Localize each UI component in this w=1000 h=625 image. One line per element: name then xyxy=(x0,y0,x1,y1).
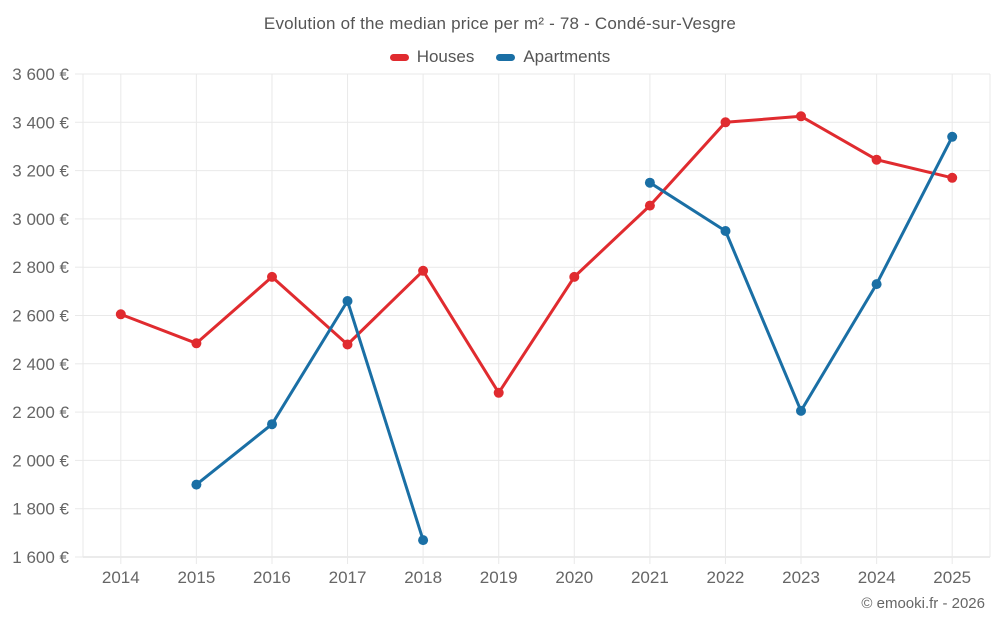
data-point-houses-2014[interactable] xyxy=(115,309,126,320)
x-axis-label: 2020 xyxy=(555,568,593,587)
y-axis-label: 2 800 € xyxy=(12,258,69,277)
data-point-apartments-2023[interactable] xyxy=(796,405,806,416)
y-axis-label: 3 400 € xyxy=(12,113,69,132)
y-axis-label: 2 200 € xyxy=(12,403,69,422)
data-point-apartments-2021[interactable] xyxy=(644,177,655,188)
legend-label: Apartments xyxy=(523,47,611,66)
credit-text: © emooki.fr - 2026 xyxy=(861,595,985,612)
x-axis-label: 2018 xyxy=(404,568,442,587)
legend-swatch-apartments xyxy=(496,53,516,61)
x-axis-label: 2015 xyxy=(177,568,215,587)
data-point-apartments-2016[interactable] xyxy=(267,419,277,430)
legend-item-apartments[interactable]: Apartments xyxy=(496,47,610,67)
series-line-houses xyxy=(119,114,954,395)
data-point-apartments-2022[interactable] xyxy=(720,226,731,236)
legend: Houses Apartments xyxy=(0,47,1000,67)
data-point-houses-2022[interactable] xyxy=(720,117,731,128)
y-axis-label: 3 200 € xyxy=(12,162,69,181)
legend-swatch-houses xyxy=(389,53,409,61)
legend-item-houses[interactable]: Houses xyxy=(389,47,475,67)
x-axis-label: 2023 xyxy=(782,568,820,587)
data-point-houses-2016[interactable] xyxy=(267,271,277,282)
data-point-houses-2025[interactable] xyxy=(947,172,958,183)
data-point-apartments-2018[interactable] xyxy=(418,535,429,546)
legend-label: Houses xyxy=(416,47,475,66)
data-point-houses-2017[interactable] xyxy=(342,339,353,350)
y-axis-label: 3 600 € xyxy=(12,65,69,84)
data-point-houses-2015[interactable] xyxy=(191,338,202,349)
data-point-apartments-2015[interactable] xyxy=(191,479,202,490)
data-point-houses-2024[interactable] xyxy=(871,154,882,165)
data-point-apartments-2024[interactable] xyxy=(871,279,882,290)
x-axis-label: 2016 xyxy=(253,568,291,587)
data-point-houses-2021[interactable] xyxy=(644,200,655,211)
y-axis-label: 1 800 € xyxy=(12,500,69,519)
y-axis-label: 2 400 € xyxy=(12,355,69,374)
data-point-houses-2023[interactable] xyxy=(796,111,806,122)
x-axis-label: 2014 xyxy=(102,568,140,587)
x-axis-label: 2022 xyxy=(707,568,745,587)
series-line-apartments xyxy=(194,299,425,542)
chart-title: Evolution of the median price per m² - 7… xyxy=(263,14,737,33)
x-axis-label: 2024 xyxy=(858,568,896,587)
y-axis-label: 2 000 € xyxy=(12,451,69,470)
y-axis-label: 3 000 € xyxy=(12,210,69,229)
data-point-houses-2019[interactable] xyxy=(493,387,504,398)
data-point-apartments-2025[interactable] xyxy=(947,131,958,142)
data-point-houses-2020[interactable] xyxy=(569,271,580,282)
y-axis-label: 2 600 € xyxy=(12,307,69,326)
x-axis-label: 2025 xyxy=(933,568,971,587)
x-axis-label: 2021 xyxy=(631,568,669,587)
x-axis-label: 2017 xyxy=(329,568,367,587)
data-point-apartments-2017[interactable] xyxy=(342,296,353,306)
data-point-houses-2018[interactable] xyxy=(418,265,429,276)
x-axis-label: 2019 xyxy=(480,568,518,587)
y-axis-label: 1 600 € xyxy=(12,548,69,567)
